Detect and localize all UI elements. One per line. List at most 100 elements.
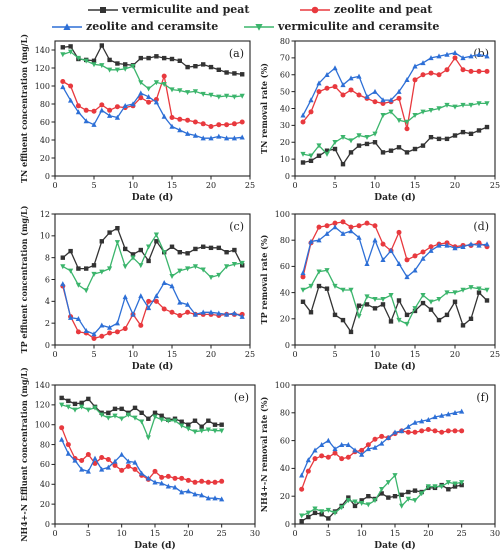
data-point-zeolite-ceramsite	[388, 97, 394, 103]
y-tick-label: 80	[280, 236, 290, 245]
data-point-zeolite-ceramsite	[192, 491, 198, 497]
data-point-vermiculite-ceramsite	[420, 109, 426, 115]
y-tick-label: 20	[280, 492, 290, 501]
data-point-zeolite-ceramsite	[359, 451, 365, 457]
data-point-zeolite-ceramsite	[452, 410, 458, 415]
data-point-zeolite-peat	[319, 453, 325, 459]
data-point-vermiculite-peat	[364, 302, 370, 307]
data-point-zeolite-ceramsite	[216, 133, 222, 139]
data-point-vermiculite-ceramsite	[356, 133, 362, 139]
data-point-zeolite-ceramsite	[419, 418, 425, 424]
x-tick-label: 30	[490, 529, 500, 538]
data-point-vermiculite-peat	[352, 503, 358, 509]
data-point-zeolite-ceramsite	[125, 458, 131, 464]
data-point-zeolite-ceramsite	[300, 112, 306, 118]
y-tick-label: 60	[40, 118, 50, 127]
data-point-vermiculite-peat	[379, 491, 384, 496]
data-point-vermiculite-peat	[232, 247, 237, 253]
data-point-vermiculite-peat	[179, 419, 184, 424]
data-point-vermiculite-ceramsite	[112, 413, 118, 419]
y-axis-label: TP effluent concentration (mg/L)	[19, 205, 29, 353]
data-point-zeolite-ceramsite	[380, 257, 386, 263]
data-point-zeolite-ceramsite	[372, 88, 378, 94]
data-point-zeolite-ceramsite	[212, 495, 218, 501]
data-point-vermiculite-peat	[132, 405, 138, 411]
data-point-vermiculite-ceramsite	[172, 418, 178, 424]
x-tick-label: 0	[52, 529, 57, 538]
data-point-vermiculite-peat	[115, 61, 120, 66]
data-point-vermiculite-ceramsite	[385, 480, 391, 486]
data-point-zeolite-ceramsite	[99, 466, 105, 472]
data-point-vermiculite-peat	[484, 298, 490, 303]
data-point-zeolite-peat	[419, 428, 425, 434]
data-point-zeolite-peat	[153, 298, 159, 304]
data-point-zeolite-peat	[452, 55, 458, 61]
data-point-vermiculite-peat	[428, 307, 434, 312]
data-point-zeolite-ceramsite	[340, 82, 346, 88]
data-point-zeolite-ceramsite	[312, 447, 318, 453]
data-point-vermiculite-peat	[446, 487, 451, 492]
data-point-zeolite-peat	[146, 298, 152, 304]
data-point-zeolite-ceramsite	[65, 450, 71, 456]
x-tick-label: 20	[183, 529, 193, 538]
data-point-vermiculite-ceramsite	[476, 286, 482, 292]
data-point-zeolite-ceramsite	[339, 441, 345, 447]
data-point-vermiculite-peat	[240, 72, 245, 77]
data-point-zeolite-peat	[208, 124, 214, 129]
data-point-zeolite-ceramsite	[60, 84, 66, 90]
data-point-vermiculite-peat	[86, 396, 91, 402]
data-point-zeolite-peat	[332, 220, 338, 226]
data-point-zeolite-ceramsite	[319, 441, 325, 447]
data-point-vermiculite-ceramsite	[425, 484, 431, 490]
data-point-vermiculite-peat	[476, 128, 482, 133]
data-point-vermiculite-ceramsite	[359, 500, 365, 506]
data-point-vermiculite-peat	[162, 55, 167, 61]
data-point-zeolite-ceramsite	[468, 53, 474, 59]
x-tick-label: 0	[292, 350, 297, 359]
data-point-zeolite-ceramsite	[224, 311, 230, 317]
data-point-zeolite-ceramsite	[205, 495, 211, 501]
data-point-vermiculite-peat	[372, 140, 378, 145]
data-point-vermiculite-ceramsite	[92, 405, 98, 411]
data-point-zeolite-peat	[444, 67, 450, 73]
data-point-vermiculite-peat	[332, 146, 338, 152]
data-point-vermiculite-peat	[66, 398, 71, 404]
data-point-zeolite-ceramsite	[75, 109, 81, 115]
data-point-zeolite-peat	[428, 244, 434, 250]
data-point-zeolite-peat	[212, 479, 218, 485]
data-point-vermiculite-peat	[123, 62, 128, 67]
data-point-vermiculite-peat	[152, 410, 158, 415]
data-point-zeolite-peat	[460, 67, 466, 73]
data-point-zeolite-ceramsite	[412, 267, 418, 273]
data-point-zeolite-ceramsite	[428, 247, 434, 253]
data-point-zeolite-ceramsite	[177, 299, 183, 305]
y-tick-label: 0	[285, 341, 290, 350]
data-point-vermiculite-ceramsite	[177, 88, 183, 94]
plot-frame	[294, 384, 496, 525]
data-point-zeolite-ceramsite	[365, 446, 371, 452]
data-point-zeolite-ceramsite	[436, 242, 442, 248]
data-point-zeolite-peat	[65, 442, 71, 448]
data-point-vermiculite-peat	[388, 319, 394, 324]
data-point-vermiculite-peat	[232, 71, 237, 76]
data-point-vermiculite-ceramsite	[352, 499, 358, 505]
data-point-zeolite-peat	[224, 122, 230, 128]
data-point-vermiculite-peat	[186, 422, 191, 427]
data-point-vermiculite-peat	[346, 495, 351, 500]
data-point-vermiculite-ceramsite	[305, 510, 311, 516]
data-point-vermiculite-ceramsite	[405, 496, 411, 502]
data-point-vermiculite-peat	[91, 263, 97, 268]
data-point-vermiculite-ceramsite	[316, 269, 322, 275]
data-point-zeolite-peat	[404, 257, 410, 263]
y-tick-label: 30	[280, 121, 290, 130]
data-point-zeolite-peat	[436, 72, 442, 78]
x-tick-label: 5	[86, 529, 91, 538]
panel-label: (c)	[229, 220, 244, 233]
x-tick-label: 0	[292, 529, 297, 538]
data-point-zeolite-ceramsite	[412, 419, 418, 425]
data-point-zeolite-ceramsite	[452, 245, 458, 251]
data-point-zeolite-peat	[356, 223, 362, 229]
data-point-vermiculite-ceramsite	[146, 86, 152, 92]
